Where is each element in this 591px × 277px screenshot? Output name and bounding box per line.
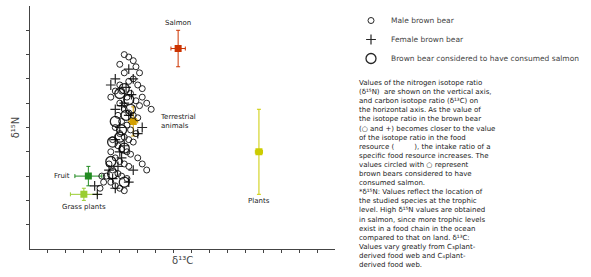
svg-text:δ¹³C: δ¹³C <box>172 255 193 266</box>
svg-text:δ¹⁵N: δ¹⁵N <box>10 117 21 139</box>
svg-text:Fruit: Fruit <box>54 172 70 180</box>
svg-text:Grass plants: Grass plants <box>62 203 106 211</box>
svg-text:Terrestrialanimals: Terrestrialanimals <box>160 113 196 130</box>
svg-text:Salmon: Salmon <box>165 19 191 27</box>
svg-text:Male brown bear: Male brown bear <box>391 16 455 25</box>
svg-text:Brown bear considered to have: Brown bear considered to have consumed s… <box>391 54 579 63</box>
svg-text:Female brown bear: Female brown bear <box>391 35 464 44</box>
svg-text:Plants: Plants <box>248 197 270 205</box>
svg-text:Values of the nitrogen isotope: Values of the nitrogen isotope ratio(δ¹⁵… <box>359 79 495 269</box>
